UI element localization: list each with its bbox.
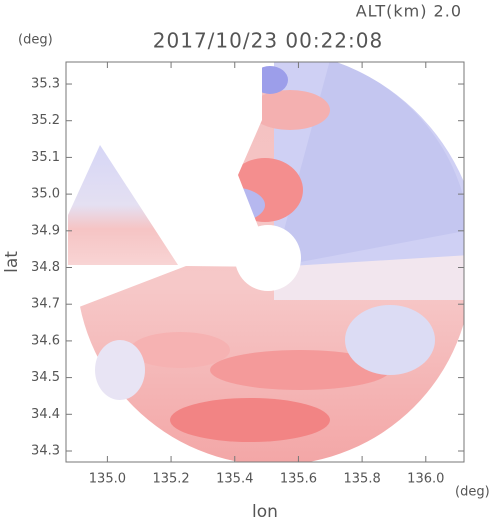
x-tick-label: 135.4 [216, 472, 253, 487]
chart-title: 2017/10/23 00:22:08 [153, 29, 383, 53]
y-tick-label: 34.9 [31, 223, 60, 238]
y-tick-label: 34.3 [31, 443, 60, 458]
plot-frame [65, 61, 465, 463]
radar-field [66, 62, 464, 462]
y-tick-label: 34.4 [31, 407, 60, 422]
y-tick-label: 34.8 [31, 260, 60, 275]
y-tick-label: 35.2 [31, 113, 60, 128]
altitude-label: ALT(km) 2.0 [356, 2, 462, 21]
y-tick-label: 35.3 [31, 77, 60, 92]
x-tick-label: 136.0 [407, 472, 444, 487]
y-tick-label: 34.7 [31, 297, 60, 312]
y-tick-label: 35.1 [31, 150, 60, 165]
y-tick-label: 34.5 [31, 370, 60, 385]
x-tick-label: 135.2 [152, 472, 189, 487]
x-tick-label: 135.6 [280, 472, 317, 487]
x-unit: (deg) [455, 485, 490, 500]
y-tick-label: 35.0 [31, 187, 60, 202]
y-unit: (deg) [18, 33, 53, 48]
y-axis-label: lat [2, 251, 22, 273]
x-tick-label: 135.8 [344, 472, 381, 487]
x-tick-label: 135.0 [89, 472, 126, 487]
y-tick-label: 34.6 [31, 333, 60, 348]
x-axis-label: lon [252, 502, 278, 521]
